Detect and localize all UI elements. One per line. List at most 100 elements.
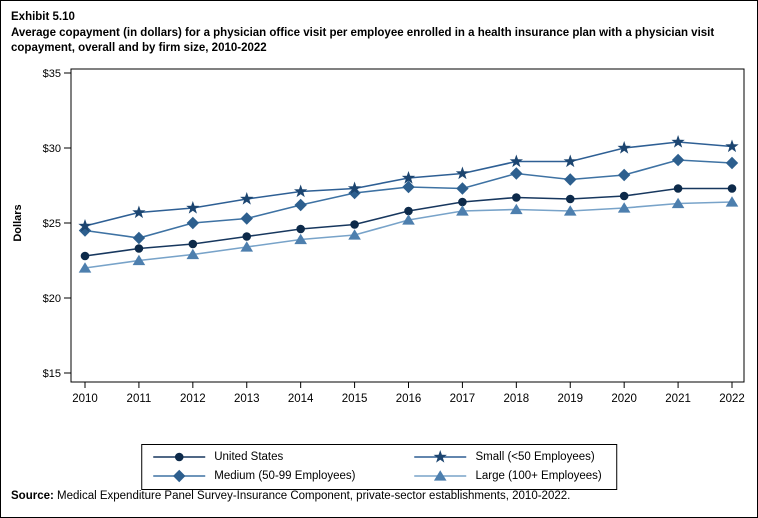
data-point-star [240, 192, 254, 205]
data-point-triangle [434, 470, 447, 481]
data-point-star [455, 166, 470, 180]
legend-label: United States [214, 451, 284, 463]
legend-item-triangle: Large (100+ Employees) [414, 468, 602, 484]
chart-legend: United States Medium (50-99 Employees) Sma… [141, 444, 617, 490]
data-point-circle [134, 244, 144, 253]
x-axis-tick-label: 2014 [288, 393, 314, 405]
data-point-star [433, 450, 448, 463]
data-point-diamond [510, 167, 523, 180]
x-axis-tick-label: 2018 [504, 393, 530, 405]
series-circle [80, 184, 737, 261]
triangle-legend-icon [414, 470, 467, 481]
series-triangle [78, 196, 739, 273]
figure-title: Average copayment (in dollars) for a phy… [11, 26, 715, 54]
y-axis-tick-label: $35 [43, 68, 61, 80]
x-axis-tick-label: 2022 [719, 393, 745, 405]
plot-frame [70, 68, 745, 383]
x-axis-tick-label: 2021 [665, 393, 691, 405]
x-axis-tick-label: 2013 [234, 393, 260, 405]
data-point-triangle [78, 262, 92, 273]
data-point-star [671, 135, 685, 148]
data-point-triangle [510, 203, 523, 215]
data-point-diamond [132, 231, 146, 245]
data-point-star [617, 141, 631, 154]
title-block: Exhibit 5.10 Average copayment (in dolla… [11, 10, 751, 56]
data-point-diamond [294, 198, 307, 212]
data-point-circle [565, 194, 575, 204]
x-axis-tick-label: 2011 [127, 393, 152, 405]
data-point-circle [619, 191, 629, 201]
y-axis-tick-label: $15 [43, 368, 61, 380]
x-axis-tick-label: 2019 [557, 393, 583, 405]
y-axis-tick-label: $20 [43, 293, 61, 305]
x-axis-tick-label: 2012 [180, 393, 206, 405]
data-point-triangle [725, 196, 739, 207]
legend-label: Large (100+ Employees) [475, 470, 602, 482]
legend-item-circle: United States [152, 449, 355, 465]
data-point-triangle [671, 197, 685, 209]
y-axis-tick-label: $30 [43, 143, 61, 155]
data-point-diamond [617, 168, 631, 182]
data-point-star [294, 184, 308, 198]
x-axis-tick-label: 2015 [342, 393, 368, 405]
data-point-star [132, 205, 146, 219]
data-point-star [563, 154, 577, 168]
legend-item-star: Small (<50 Employees) [414, 449, 602, 465]
data-point-diamond [78, 224, 92, 237]
series-star [78, 135, 739, 232]
data-point-triangle [456, 205, 469, 216]
legend-label: Small (<50 Employees) [475, 451, 595, 463]
data-point-star [186, 201, 200, 214]
y-axis-title: Dollars [12, 204, 24, 241]
data-point-circle [296, 224, 305, 234]
data-point-diamond [671, 153, 685, 167]
source-text: Medical Expenditure Panel Survey-Insuran… [53, 490, 571, 502]
data-point-circle [350, 220, 359, 229]
data-point-triangle [617, 202, 631, 213]
source-line: Source: Medical Expenditure Panel Survey… [11, 490, 570, 502]
exhibit-label: Exhibit 5.10 [11, 11, 75, 23]
legend-grid: United States Medium (50-99 Employees) Sma… [152, 449, 602, 484]
data-point-triangle [186, 248, 200, 260]
data-point-circle [188, 239, 198, 249]
data-point-diamond [402, 180, 415, 194]
copayment-line-chart: $15 $20 $25 $30 $35 2010 2011 2012 2013 2014 2015 2… [12, 68, 745, 405]
source-label: Source: [11, 490, 54, 502]
data-point-star [78, 219, 92, 232]
data-point-circle [673, 184, 683, 193]
legend-item-diamond: Medium (50-99 Employees) [152, 468, 356, 484]
data-point-circle [80, 251, 90, 261]
data-point-star [509, 154, 523, 168]
x-axis-tick-label: 2010 [72, 393, 98, 405]
data-point-diamond [725, 156, 739, 170]
data-point-triangle [563, 205, 577, 216]
data-point-circle [404, 206, 413, 216]
data-point-diamond [186, 216, 200, 230]
data-point-star [401, 171, 416, 184]
data-point-triangle [240, 241, 254, 252]
data-point-star [725, 139, 739, 153]
data-point-circle [512, 193, 521, 202]
y-axis-tick-label: $25 [43, 218, 61, 230]
x-axis-tick-label: 2016 [396, 393, 422, 405]
data-point-triangle [348, 229, 361, 240]
data-point-diamond [348, 186, 361, 200]
legend-label: Medium (50-99 Employees) [214, 470, 356, 482]
series-diamond [78, 153, 739, 245]
x-axis-tick-label: 2020 [611, 393, 637, 405]
data-point-circle [727, 184, 737, 193]
data-point-diamond [456, 182, 469, 195]
x-axis-tick-label: 2017 [450, 393, 476, 405]
data-point-triangle [402, 214, 415, 225]
data-point-circle [458, 197, 467, 207]
data-point-diamond [564, 173, 577, 186]
data-point-diamond [240, 212, 253, 225]
star-legend-icon [414, 450, 467, 463]
data-point-triangle [294, 233, 307, 245]
diamond-legend-icon [153, 469, 206, 483]
data-point-diamond [173, 469, 186, 483]
data-point-circle [174, 452, 184, 462]
data-point-star [347, 181, 362, 195]
data-point-triangle [132, 254, 146, 266]
